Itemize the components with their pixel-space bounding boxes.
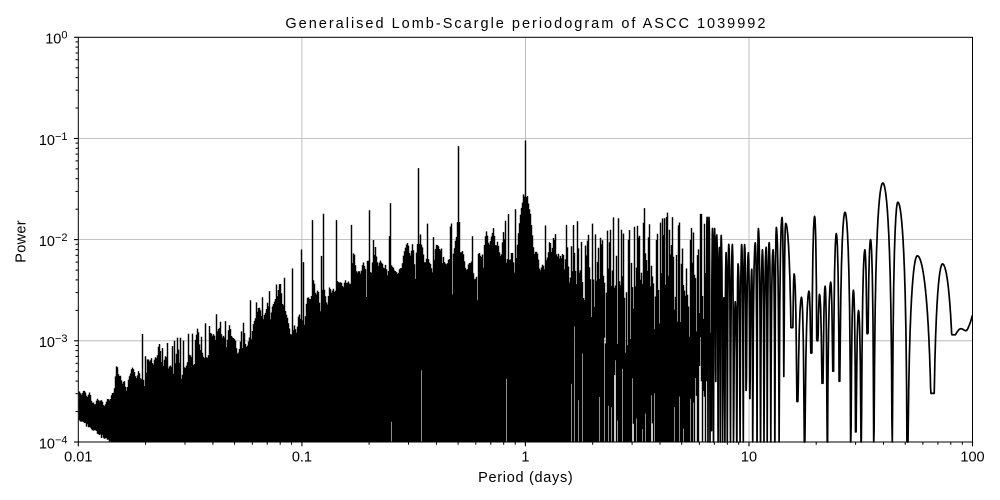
- svg-text:0.1: 0.1: [292, 450, 312, 466]
- svg-text:100: 100: [960, 450, 984, 466]
- svg-text:Period (days): Period (days): [478, 470, 573, 486]
- svg-text:1: 1: [521, 450, 529, 466]
- svg-text:10: 10: [741, 450, 757, 466]
- svg-text:0.01: 0.01: [64, 450, 92, 466]
- svg-text:Power: Power: [14, 220, 30, 263]
- svg-text:Generalised Lomb-Scargle perio: Generalised Lomb-Scargle periodogram of …: [285, 16, 767, 32]
